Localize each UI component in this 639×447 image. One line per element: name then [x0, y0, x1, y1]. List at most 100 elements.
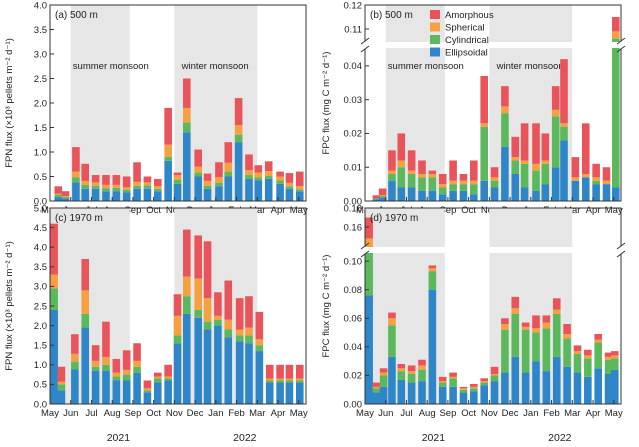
bar-spherical-1: [365, 238, 373, 250]
bar-amorphous-6: [407, 365, 416, 372]
x-tick-label-9: Jan: [523, 408, 538, 419]
bar-ellipsoidal-19: [542, 371, 551, 404]
bar-amorphous-16: [203, 173, 212, 181]
x-tick-label-13: May: [605, 205, 623, 216]
bar-spherical-24: [285, 182, 294, 187]
bar-spherical-1: [54, 193, 63, 195]
bar-spherical-21: [255, 339, 264, 346]
bar-ellipsoidal-25: [604, 374, 613, 404]
bar-amorphous-8: [438, 173, 447, 185]
y-tick-label-4: 1.5: [34, 123, 47, 134]
legend-label-ellipsoidal: Ellipsoidal: [445, 48, 488, 59]
bar-cylindrical-8: [122, 374, 131, 381]
bar-ellipsoidal-9: [438, 386, 447, 404]
bar-cylindrical-8: [428, 271, 437, 290]
bar-cylindrical-9: [133, 366, 141, 373]
y-axis-label: FPN flux (×10³ pellets m⁻² d⁻¹): [4, 38, 15, 168]
plot-frame-lower: [364, 49, 622, 202]
bar-ellipsoidal-26: [610, 369, 619, 404]
bar-ellipsoidal-8: [438, 194, 447, 201]
bar-ellipsoidal-18: [224, 176, 233, 201]
bar-amorphous-12: [164, 364, 172, 377]
bar-spherical-14: [183, 107, 191, 123]
winter-monsoon-label: winter monsoon: [496, 61, 564, 72]
bar-amorphous-14: [501, 86, 509, 107]
year-label-2021-right: 2021: [422, 432, 446, 444]
x-tick-label-4: Aug: [104, 408, 121, 419]
x-tick-label-5: Sep: [439, 205, 456, 216]
x-tick-label-1: May: [356, 408, 374, 419]
bar-amorphous-21: [255, 311, 264, 340]
bar-amorphous-7: [428, 170, 437, 174]
y-tick-label-9: 4.0: [34, 0, 47, 11]
y-tick-label-up-2: 0.18: [344, 203, 363, 214]
bar-cylindrical-2: [372, 388, 381, 393]
y-tick-label-7: 3.0: [34, 49, 47, 60]
bar-amorphous-18: [224, 142, 233, 163]
bar-cylindrical-7: [112, 376, 121, 381]
x-tick-label-13: May: [290, 205, 308, 216]
bar-spherical-8: [122, 369, 131, 375]
x-tick-label-2: Jun: [63, 408, 78, 419]
bar-amorphous-12: [164, 107, 172, 145]
bar-cylindrical-13: [173, 179, 182, 184]
bar-spherical-8: [428, 268, 437, 272]
bar-ellipsoidal-11: [153, 191, 162, 201]
x-tick-label-6: Oct: [146, 205, 161, 216]
bar-spherical-4: [397, 160, 406, 168]
bar-cylindrical-22: [265, 380, 274, 383]
y-tick-label-low-5: 0.04: [344, 61, 363, 72]
bar-amorphous-17: [214, 292, 222, 316]
bar-amorphous-10: [143, 380, 152, 389]
bar-cylindrical-3: [72, 177, 80, 183]
bar-ellipsoidal-24: [285, 382, 294, 404]
bar-amorphous-10: [449, 372, 457, 377]
bar-spherical-3: [379, 372, 388, 376]
bar-ellipsoidal-14: [490, 381, 499, 404]
plot-frame-lower: [364, 254, 622, 405]
bar-spherical-4: [81, 290, 90, 314]
bar-amorphous-22: [573, 345, 582, 352]
bar-cylindrical-18: [532, 332, 540, 362]
bar-cylindrical-10: [449, 378, 457, 387]
bar-cylindrical-11: [459, 389, 468, 393]
bar-cylindrical-15: [194, 309, 203, 318]
bar-amorphous-14: [490, 366, 499, 374]
bar-cylindrical-20: [552, 314, 561, 357]
bar-spherical-19: [235, 329, 244, 336]
bar-spherical-18: [541, 160, 550, 164]
bar-spherical-10: [143, 388, 152, 391]
bar-cylindrical-24: [285, 186, 294, 189]
bar-spherical-14: [490, 374, 499, 376]
bar-amorphous-23: [584, 349, 592, 356]
bar-ellipsoidal-7: [418, 381, 426, 404]
bar-amorphous-19: [551, 86, 560, 110]
bar-spherical-6: [407, 371, 416, 374]
y-tick-label-4: 1.5: [34, 341, 47, 352]
bar-spherical-6: [102, 184, 110, 189]
bar-cylindrical-25: [295, 380, 304, 383]
bar-amorphous-25: [604, 352, 613, 357]
bar-spherical-21: [571, 177, 580, 181]
bar-ellipsoidal-23: [276, 382, 284, 404]
bar-amorphous-26: [610, 351, 619, 356]
x-tick-label-1: May: [41, 408, 59, 419]
bar-cylindrical-6: [418, 177, 426, 191]
y-tick-label-low-4: 0.03: [344, 95, 363, 106]
y-tick-label-2: 0.5: [34, 172, 47, 183]
bar-cylindrical-3: [379, 375, 388, 387]
bar-amorphous-23: [276, 364, 284, 379]
bar-spherical-9: [449, 180, 457, 185]
bar-amorphous-11: [459, 386, 468, 389]
bar-spherical-16: [203, 298, 212, 322]
bar-cylindrical-22: [573, 354, 582, 373]
bar-amorphous-19: [235, 298, 244, 330]
bar-ellipsoidal-20: [560, 140, 568, 201]
bar-spherical-2: [61, 196, 70, 198]
legend-swatch-cylindrical: [430, 35, 440, 44]
bar-amorphous-10: [459, 173, 468, 181]
bar-cylindrical-7: [428, 177, 437, 191]
bar-amorphous-1: [372, 195, 381, 199]
bar-amorphous-15: [194, 235, 203, 279]
bar-ellipsoidal-22: [265, 382, 274, 404]
